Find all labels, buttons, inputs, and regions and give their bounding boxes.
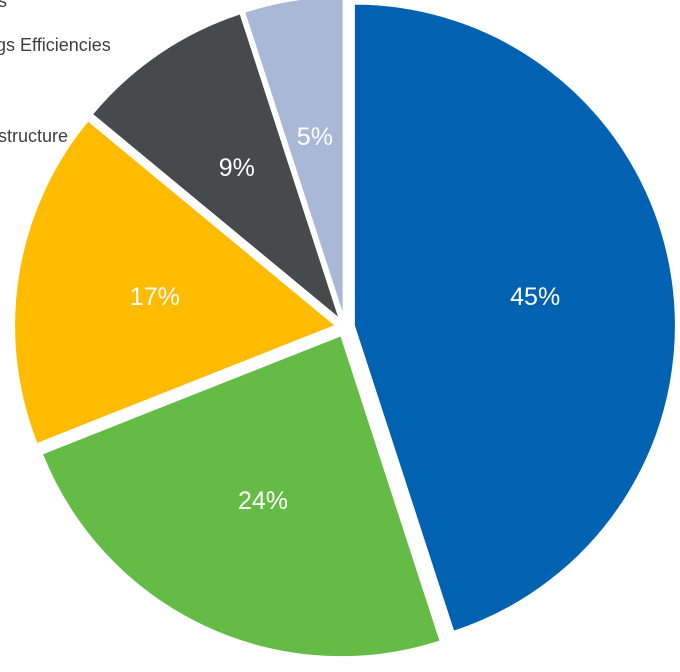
slice-label-4: 9% xyxy=(219,154,255,182)
pie-slice-4 xyxy=(90,12,342,323)
legend-fragment-3: structure xyxy=(0,126,68,146)
legend-fragment-2: gs Efficiencies xyxy=(0,35,111,55)
slice-label-1: 45% xyxy=(510,283,560,311)
labels-layer: 45% 24% 17% 9% 5% xyxy=(130,123,560,515)
pie-slice-2 xyxy=(40,333,442,659)
slices-layer xyxy=(13,0,677,659)
pie-slice-1 xyxy=(352,2,677,634)
legend-fragment-1: s xyxy=(0,0,7,11)
pie-slice-3 xyxy=(13,118,339,446)
slice-label-3: 17% xyxy=(130,283,180,311)
pie-slice-5 xyxy=(242,0,345,319)
slice-label-2: 24% xyxy=(238,487,288,515)
slice-label-5: 5% xyxy=(297,123,333,151)
legend: s gs Efficiencies structure xyxy=(0,0,111,146)
